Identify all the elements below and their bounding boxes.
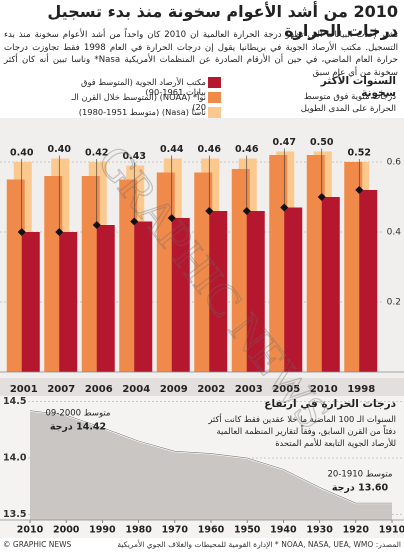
legend-swatch <box>208 107 221 118</box>
bar <box>209 211 228 372</box>
category-strip <box>0 378 404 398</box>
x-tick-label: 1960 <box>198 525 225 536</box>
y-tick-label: 0.4 <box>387 228 402 238</box>
chart-subtitle: درجات متوية فوق متوسط الحرارة على المدى … <box>300 92 396 114</box>
data-label: 0.44 <box>160 144 184 155</box>
data-label: 0.43 <box>123 151 146 162</box>
legend-swatch <box>208 77 221 88</box>
marker <box>242 207 251 215</box>
x-tick-label: 1920 <box>343 525 370 536</box>
bar <box>246 211 265 372</box>
x-tick-label: 2010 <box>310 384 338 395</box>
annotation-value: 13.60 درجة <box>332 483 389 494</box>
x-tick-label: 2006 <box>85 384 113 395</box>
data-label: 0.46 <box>235 144 259 155</box>
marker <box>355 186 364 194</box>
bar <box>96 225 115 372</box>
annotation-label: متوسط 2000-09 <box>46 409 111 419</box>
title: 2010 من أشد الأعوام سخونة منذ بدء تسجيل … <box>47 2 398 40</box>
footnote: * الإدارة القومية للمحيطات والغلاف الجوي… <box>117 539 279 549</box>
area <box>30 410 392 520</box>
y-tick-label: 0.6 <box>387 158 402 168</box>
marker <box>205 207 214 215</box>
legend-swatch <box>208 92 221 103</box>
chart-title: درجات الحرارة في ارتفاع <box>264 398 396 410</box>
y-tick-label: 14.5 <box>3 396 26 407</box>
annotation-label: متوسط 1910-20 <box>328 470 393 480</box>
data-label: 0.40 <box>10 148 34 159</box>
source: المصدر: NOAA, NASA, UEA, WMO <box>281 540 401 549</box>
bar <box>194 172 213 372</box>
x-tick-label: 1930 <box>306 525 333 536</box>
chart-note: السنوات الـ 100 الماضية ما خلا عقدين فقط… <box>208 414 396 448</box>
bar <box>321 197 340 372</box>
copyright: © GRAPHIC NEWS <box>3 540 71 549</box>
bar <box>59 232 78 372</box>
bar <box>156 172 175 372</box>
legend-label: ناسا (Nasa) (متوسط 1951-1980) <box>78 107 206 117</box>
line-edge <box>29 410 392 504</box>
legend-label: مكتب الأرصاد الجوية (المتوسط فوق بيانات … <box>81 77 206 97</box>
bar <box>44 176 63 372</box>
data-label: 0.47 <box>273 137 296 148</box>
y-tick-label: 0.2 <box>387 298 401 308</box>
x-tick-label: 2005 <box>272 384 300 395</box>
x-tick-label: 1910 <box>379 525 404 536</box>
x-tick-label: 1950 <box>234 525 261 536</box>
bar <box>171 218 190 372</box>
intro: تشير أحدث البيانات التي تظهر درجة الحرار… <box>4 30 398 78</box>
x-tick-label: 2004 <box>122 384 150 395</box>
x-tick-label: 2001 <box>10 384 38 395</box>
data-label: 0.52 <box>348 148 371 159</box>
bar <box>21 232 40 372</box>
x-tick-label: 1998 <box>347 384 375 395</box>
data-label: 0.40 <box>48 144 72 155</box>
x-tick-label: 1990 <box>89 525 116 536</box>
data-label: 0.50 <box>310 137 334 148</box>
x-tick-label: 2007 <box>47 384 75 395</box>
x-tick-label: 1970 <box>162 525 189 536</box>
marker <box>17 228 26 236</box>
legend-label: نوآ* (NOAA) (المتوسط خلال القرن الـ 20) <box>71 92 206 112</box>
data-label: 0.46 <box>198 144 222 155</box>
bar <box>231 169 250 372</box>
bar <box>359 190 378 372</box>
marker <box>130 217 139 226</box>
bar <box>119 179 138 372</box>
bar <box>134 221 153 372</box>
x-tick-label: 2000 <box>53 525 80 536</box>
x-tick-label: 2002 <box>197 384 225 395</box>
y-tick-label: 14.0 <box>3 453 27 464</box>
data-label: 0.42 <box>85 148 108 159</box>
bar <box>284 207 303 372</box>
x-tick-label: 1980 <box>125 525 152 536</box>
y-tick-label: 13.5 <box>3 509 26 520</box>
marker <box>55 228 64 236</box>
marker <box>92 221 101 229</box>
annotation-value: 14.42 درجة <box>50 422 106 433</box>
bar <box>6 179 25 372</box>
marker <box>317 193 326 201</box>
marker <box>280 203 289 212</box>
bar <box>306 155 325 372</box>
x-tick-label: 2009 <box>160 384 188 395</box>
chart-title: السنوات الأكثر سخونة <box>320 75 396 99</box>
marker <box>167 214 176 222</box>
x-tick-label: 2003 <box>235 384 263 395</box>
bar <box>344 162 363 372</box>
x-tick-label: 1940 <box>270 525 297 536</box>
x-tick-label: 2010 <box>17 525 44 536</box>
